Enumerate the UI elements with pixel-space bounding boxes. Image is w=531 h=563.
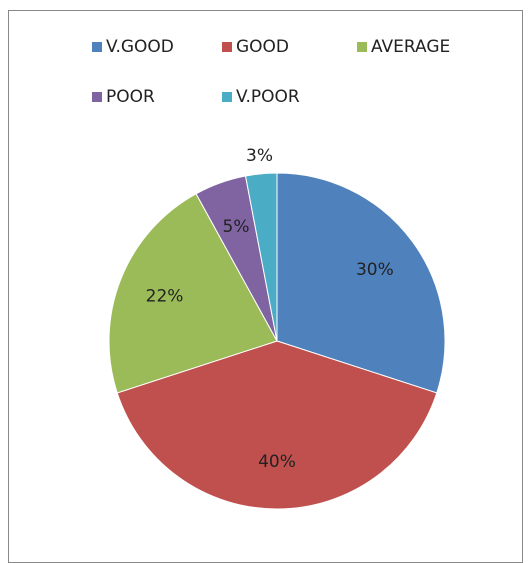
data-label: 40% [258,452,296,472]
legend-swatch [222,92,232,102]
pie-slice [244,172,278,342]
data-label: 22% [146,286,184,306]
legend-label: AVERAGE [371,37,450,57]
legend-label: V.GOOD [106,37,174,57]
pie-slice [116,340,438,510]
legend-swatch [222,42,232,52]
pie-slice [276,172,446,394]
legend-swatch [357,42,367,52]
legend-label: GOOD [236,37,289,57]
legend-label: V.POOR [236,87,300,107]
legend-label: POOR [106,87,155,107]
data-label: 5% [223,217,250,237]
data-label: 30% [356,260,394,280]
pie-slice [108,193,278,394]
legend-swatch [92,42,102,52]
data-label: 3% [246,146,273,166]
legend-swatch [92,92,102,102]
